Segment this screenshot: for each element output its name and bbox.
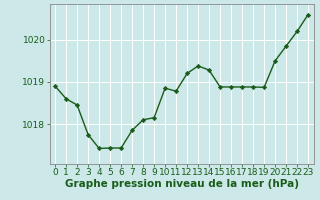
X-axis label: Graphe pression niveau de la mer (hPa): Graphe pression niveau de la mer (hPa) — [65, 179, 299, 189]
